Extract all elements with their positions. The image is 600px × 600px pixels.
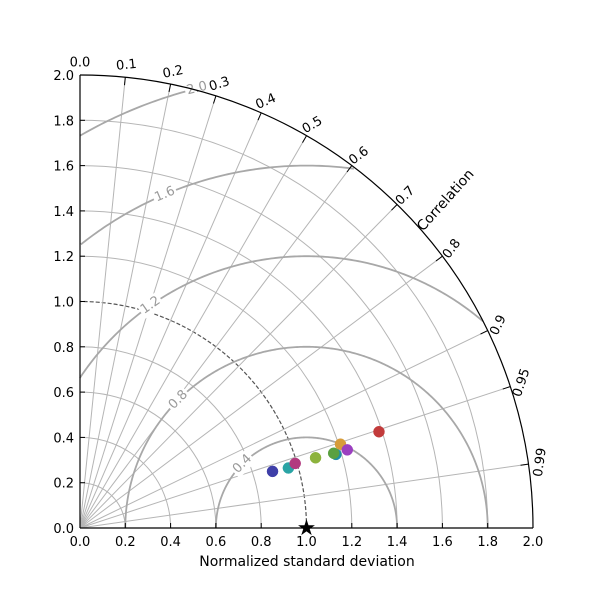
x-tick-label: 0.2 <box>115 535 136 550</box>
y-tick-label: 0.8 <box>53 341 74 356</box>
correlation-axis-title: Correlation <box>414 166 477 234</box>
y-tick-label: 1.4 <box>53 205 74 220</box>
rms-contour <box>80 164 354 246</box>
data-point <box>341 444 354 456</box>
correlation-tick-mark <box>502 386 511 390</box>
rms-contour <box>215 436 398 528</box>
correlation-tick-mark <box>168 84 172 93</box>
outer-arc <box>79 74 534 529</box>
y-tick-label: 0.0 <box>53 522 74 537</box>
y-tick-label: 1.6 <box>53 160 74 175</box>
x-axis-title: Normalized standard deviation <box>199 554 414 570</box>
std-grid-arc <box>79 255 353 529</box>
rms-contours: 0.40.81.21.62.0 <box>79 77 489 529</box>
correlation-tick-mark <box>213 95 217 104</box>
y-tick-label: 0.4 <box>53 431 74 446</box>
std-grid-arc <box>79 119 489 529</box>
correlation-grid-line <box>79 84 172 529</box>
y-tick-label: 1.2 <box>53 250 74 265</box>
rms-label-background <box>228 449 257 479</box>
correlation-tick-mark <box>124 77 126 86</box>
correlation-tick-label: 0.95 <box>510 367 533 399</box>
correlation-grid-line <box>79 386 511 529</box>
y-tick-label: 0.2 <box>53 477 74 492</box>
correlation-tick-mark <box>346 165 353 173</box>
correlation-tick-mark <box>480 330 488 335</box>
correlation-tick-label: 0.99 <box>531 447 550 478</box>
correlation-grid-line <box>79 330 488 529</box>
rms-contour <box>124 345 489 529</box>
correlation-tick-mark <box>257 112 262 121</box>
std-grid-arc <box>79 165 443 529</box>
correlation-tick-mark <box>302 135 307 143</box>
data-point <box>327 447 340 460</box>
data-point <box>309 452 322 464</box>
data-points: ★ <box>266 425 385 541</box>
correlation-tick-label: 0.4 <box>254 91 279 113</box>
rms-contour-label: 1.2 <box>138 293 164 317</box>
rms-contour <box>79 88 194 137</box>
correlation-grid-line <box>79 463 529 529</box>
correlation-grid-line <box>79 135 307 529</box>
axes <box>79 74 534 529</box>
correlation-tick-label: 0.9 <box>487 313 510 338</box>
x-tick-label: 0.6 <box>206 535 227 550</box>
correlation-tick-label: 0.1 <box>115 57 137 74</box>
correlation-grid-line <box>79 77 126 529</box>
reference-star-marker: ★ <box>297 516 317 541</box>
y-tick-label: 2.0 <box>53 69 74 84</box>
x-tick-label: 0.0 <box>70 535 91 550</box>
tick-labels: 0.0 0.1 0.20.30.40.50.60.70.80.90.950.990.… <box>53 56 550 551</box>
correlation-grid-line <box>79 112 262 529</box>
x-tick-label: 1.2 <box>341 535 362 550</box>
std-grid-arc <box>79 210 398 529</box>
x-tick-label: 2.0 <box>523 535 544 550</box>
rms-label-background <box>164 385 193 415</box>
x-tick-label: 0.4 <box>160 535 181 550</box>
std-grid-arc <box>79 346 262 529</box>
rms-label-background <box>150 182 180 207</box>
y-tick-label: 1.0 <box>53 296 74 311</box>
std-grid-arc <box>79 391 217 529</box>
y-tick-label: 1.8 <box>53 114 74 129</box>
x-tick-label: 1.0 <box>296 535 317 550</box>
correlation-grid-line <box>79 165 353 529</box>
data-point <box>289 457 301 470</box>
rms-contour-label: 1.6 <box>152 183 177 205</box>
x-tick-label: 0.8 <box>251 535 272 550</box>
reference-std-arc <box>79 300 308 529</box>
rms-label-background <box>183 77 211 100</box>
rms-label-background <box>136 291 166 319</box>
y-tick-label: 0.6 <box>53 386 74 401</box>
correlation-grid-line <box>79 255 443 529</box>
correlation-tick-mark <box>520 463 529 466</box>
rms-contour <box>79 255 484 379</box>
data-point <box>266 465 279 478</box>
rms-contour-label: 2.0 <box>185 79 209 99</box>
data-point <box>373 425 385 438</box>
correlation-tick-label: 0.3 <box>207 74 231 95</box>
correlation-tick-mark <box>391 204 398 211</box>
x-tick-label: 1.8 <box>477 535 498 550</box>
correlation-tick-mark <box>435 255 443 262</box>
correlation-tick-label: 0.0 <box>70 56 91 71</box>
x-tick-label: 1.4 <box>387 535 408 550</box>
x-tick-label: 1.6 <box>432 535 453 550</box>
correlation-tick-label: 0.2 <box>161 63 184 82</box>
